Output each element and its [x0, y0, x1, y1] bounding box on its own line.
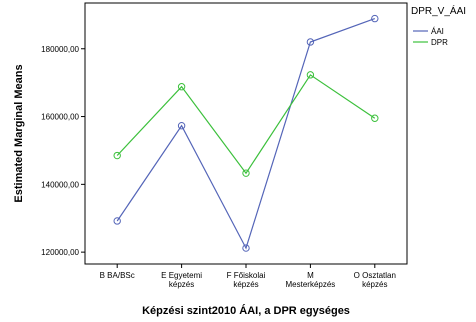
y-tick-label: 140000,00 [41, 180, 79, 189]
series-line-dpr [116, 74, 376, 175]
y-tick-label: 180000,00 [41, 45, 79, 54]
y-axis-title: Estimated Marginal Means [13, 64, 25, 202]
data-point-dpr [177, 83, 186, 91]
plot-area [84, 2, 408, 265]
x-tick-label-line: E Egyetemi [161, 271, 202, 280]
y-tick-label: 120000,00 [41, 248, 79, 257]
x-tick-label: O Osztatlan képzés [354, 271, 396, 289]
x-tick-label: M Mesterképzés [286, 271, 336, 289]
x-tick-label: E Egyetemi képzés [161, 271, 202, 289]
legend-title: DPR_V_ÁAI [411, 4, 466, 17]
x-tick-label-line: B BA/BSc [100, 271, 135, 280]
data-point--ai [177, 122, 186, 130]
data-point--ai [306, 38, 315, 46]
x-tick-label: B BA/BSc [100, 271, 135, 280]
legend-label-dpr: DPR [431, 38, 448, 47]
series-layer [113, 14, 379, 252]
legend-label--ai: ÁAI [431, 27, 444, 36]
legend: DPR_V_ÁAI ÁAI DPR [411, 4, 466, 47]
x-tick-label: F Főiskolai képzés [227, 271, 266, 289]
y-tick-label: 160000,00 [41, 113, 79, 122]
x-tick-label-line: képzés [169, 280, 194, 289]
x-tick-label-line: M [307, 271, 314, 280]
series-line--ai [116, 18, 376, 250]
x-tick-label-line: képzés [362, 280, 387, 289]
data-point-dpr [242, 169, 250, 177]
data-point--ai [113, 217, 121, 225]
data-point-dpr [113, 151, 121, 160]
x-tick-label-line: Mesterképzés [286, 280, 336, 289]
y-axis: 120000,00 140000,00 160000,00 180000,00 [41, 45, 85, 257]
data-point-dpr [306, 71, 315, 79]
x-tick-label-line: képzés [233, 280, 258, 289]
x-tick-label-line: O Osztatlan [354, 271, 396, 280]
x-axis-title: Képzési szint2010 ÁAI, a DPR egységes [142, 304, 350, 317]
data-point--ai [242, 244, 250, 252]
x-tick-label-line: F Főiskolai [227, 271, 266, 280]
data-point-dpr [371, 114, 379, 122]
data-point--ai [371, 14, 379, 23]
